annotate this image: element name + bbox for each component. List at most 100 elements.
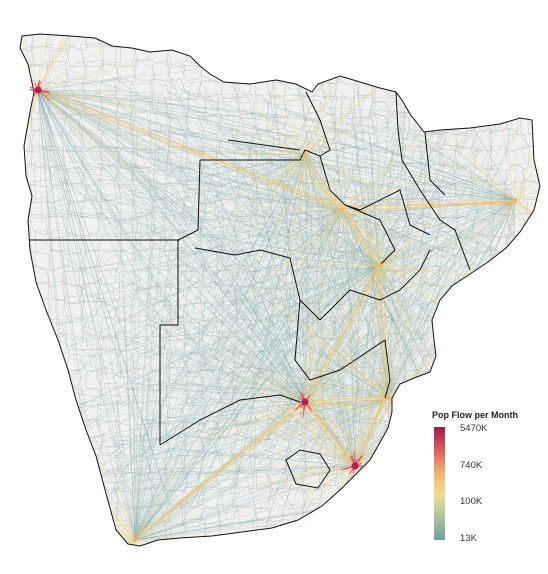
district-cell: [48, 404, 71, 423]
district-cell: [403, 350, 426, 372]
district-cell: [522, 79, 540, 102]
district-cell: [486, 34, 510, 47]
district-cell: [438, 332, 457, 356]
district-cell: [385, 286, 406, 302]
flow-line: [50, 539, 136, 546]
flow-line: [99, 154, 306, 376]
flow-line: [185, 264, 389, 399]
district-cell: [200, 437, 217, 457]
flow-line: [104, 539, 136, 546]
flow-line: [92, 154, 306, 534]
district-cell: [318, 468, 338, 488]
flow-line: [148, 397, 389, 443]
flow-line: [169, 82, 306, 156]
flow-line: [190, 337, 306, 403]
district-cell: [20, 467, 37, 489]
district-cell: [470, 283, 490, 305]
district-cell: [271, 315, 291, 336]
flow-line: [96, 539, 136, 546]
flow-line: [387, 395, 439, 399]
district-cell: [20, 76, 32, 102]
flow-line: [299, 143, 389, 399]
district-cell: [220, 382, 234, 406]
flow-line: [193, 209, 343, 218]
district-cell: [524, 348, 540, 374]
district-cell: [437, 348, 461, 374]
flow-line: [134, 103, 265, 541]
district-cell: [200, 282, 224, 305]
flow-line: [101, 154, 306, 510]
country-border: [395, 91, 403, 161]
district-cell: [254, 420, 271, 441]
district-cell: [20, 451, 37, 476]
district-cell: [385, 470, 406, 492]
district-cell: [388, 213, 406, 238]
flow-line: [49, 185, 381, 266]
district-cell: [181, 34, 199, 47]
flow-line: [37, 89, 151, 322]
district-cell: [131, 486, 154, 510]
flow-line: [304, 99, 356, 156]
district-cell: [231, 484, 251, 508]
district-cell: [217, 504, 238, 526]
flow-line: [134, 264, 150, 541]
flow-line: [304, 154, 521, 283]
district-cell: [489, 383, 508, 408]
flow-line: [458, 199, 516, 286]
district-cell: [267, 351, 291, 374]
district-cell: [133, 149, 153, 169]
flow-line: [387, 198, 475, 399]
flow-line: [379, 179, 477, 266]
flow-line: [134, 511, 228, 541]
flow-line: [37, 34, 84, 91]
district-cell: [284, 135, 308, 151]
district-cell: [221, 42, 240, 66]
flow-line: [514, 122, 540, 201]
flow-line: [338, 264, 381, 371]
district-cell: [133, 267, 154, 290]
flow-line: [160, 209, 343, 520]
flow-line: [134, 507, 204, 541]
district-cell: [222, 252, 240, 268]
flow-line: [304, 154, 355, 261]
flow-line: [512, 127, 516, 201]
flow-line: [88, 199, 516, 510]
district-cell: [117, 436, 132, 456]
flow-line: [192, 397, 389, 498]
flow-line: [387, 397, 448, 399]
district-cell: [83, 82, 97, 101]
district-cell: [287, 230, 306, 251]
flow-line: [62, 209, 343, 454]
district-cell: [356, 60, 376, 82]
district-cell: [129, 213, 156, 235]
district-cell: [221, 487, 240, 510]
flow-line: [134, 116, 421, 541]
flow-line: [130, 92, 381, 266]
flow-line: [197, 401, 306, 439]
district-cell: [136, 454, 151, 476]
flow-line: [31, 264, 381, 437]
district-cell: [537, 127, 540, 151]
flow-line: [300, 234, 389, 399]
hub-durban: [351, 462, 359, 470]
district-cell: [20, 536, 37, 546]
district-cell: [338, 487, 356, 509]
district-cell: [525, 47, 540, 66]
flow-line: [396, 199, 516, 362]
district-cell: [470, 318, 493, 336]
flow-line: [150, 126, 381, 266]
district-cell: [100, 163, 117, 188]
district-cell: [409, 315, 427, 341]
flow-line: [304, 401, 311, 435]
flow-line: [37, 89, 301, 164]
district-cell: [539, 34, 540, 52]
flow-line: [264, 465, 356, 487]
district-cell: [251, 94, 269, 117]
flow-line: [37, 89, 80, 372]
district-cell: [20, 433, 37, 452]
flow-line: [274, 105, 516, 201]
district-cell: [214, 468, 240, 492]
district-cell: [217, 235, 240, 254]
flow-line: [317, 235, 381, 266]
flow-line: [50, 208, 381, 266]
